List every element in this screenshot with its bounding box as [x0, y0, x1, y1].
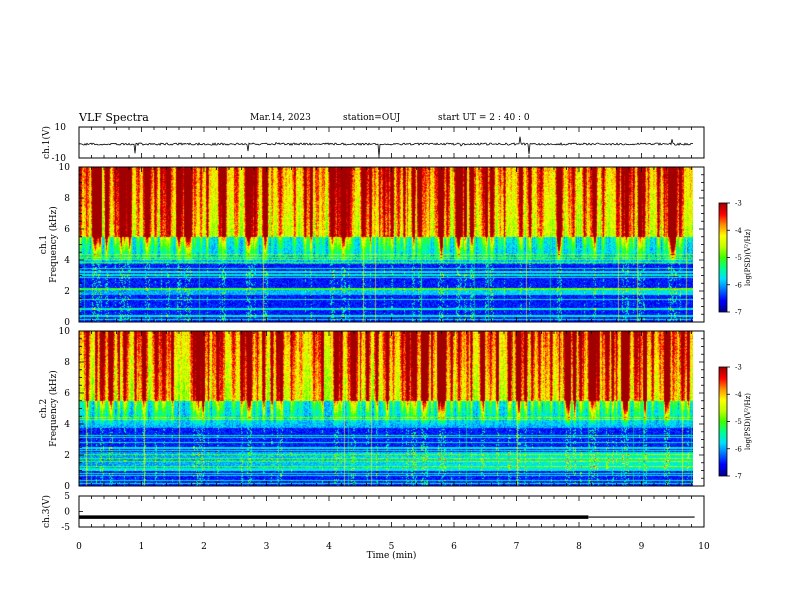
colorbar-tick-label: -7 [735, 309, 742, 317]
ch3-ytick-label: 5 [64, 492, 70, 502]
ch1-colorbar [719, 203, 727, 312]
ch3-ytick-label: 0 [64, 508, 70, 518]
ch2-spectrogram-image [79, 331, 693, 486]
colorbar-label: log(PSD)(V²/Hz) [744, 393, 752, 450]
colorbar-tick-label: -3 [735, 200, 742, 208]
chart-station: station=OUJ [343, 113, 401, 123]
colorbar-tick-label: -5 [735, 254, 742, 262]
spec1-ylabel-channel: ch.1 [39, 235, 49, 254]
spec1-ytick-label: 10 [59, 163, 71, 173]
spec2-ytick-label: 10 [59, 327, 71, 337]
colorbar-label: log(PSD)(V²/Hz) [744, 229, 752, 286]
x-axis-label: Time (min) [367, 550, 417, 561]
colorbar-tick-label: -4 [735, 391, 742, 399]
spec2-ytick-label: 8 [64, 358, 70, 368]
ch2-colorbar [719, 367, 727, 476]
ch1-ylabel: ch.1(V) [41, 126, 52, 159]
spec1-ytick-label: 6 [64, 225, 70, 235]
x-tick-label: 8 [576, 542, 582, 552]
chart-date: Mar.14, 2023 [250, 113, 311, 123]
chart-start-time: start UT = 2 : 40 : 0 [438, 113, 530, 123]
spec1-ytick-label: 8 [64, 194, 70, 204]
colorbar-tick-label: -6 [735, 445, 742, 453]
x-tick-label: 4 [326, 542, 332, 552]
ch1-waveform-line [78, 136, 694, 157]
spec1-ytick-label: 0 [64, 318, 70, 328]
x-tick-label: 6 [451, 542, 457, 552]
chart-title: VLF Spectra [79, 111, 149, 124]
x-tick-label: 3 [264, 542, 270, 552]
x-tick-label: 10 [698, 542, 710, 552]
spec2-ytick-label: 2 [64, 451, 70, 461]
x-tick-label: 5 [389, 542, 395, 552]
colorbar-tick-label: -7 [735, 473, 742, 481]
ch1-ytick-label: 10 [55, 123, 67, 133]
spec2-ytick-label: 0 [64, 482, 70, 492]
spec2-ytick-label: 6 [64, 389, 70, 399]
spec2-ytick-label: 4 [64, 420, 70, 430]
spec1-ytick-label: 4 [64, 256, 70, 266]
x-tick-label: 2 [201, 542, 207, 552]
ch1-ytick-label: -10 [52, 154, 67, 164]
ch3-ytick-label: -5 [61, 523, 70, 533]
colorbar-tick-label: -3 [735, 364, 742, 372]
ch1-spectrogram-image [79, 167, 693, 322]
spec1-ylabel-freq: Frequency (kHz) [48, 206, 59, 283]
x-tick-label: 0 [76, 542, 82, 552]
x-tick-label: 9 [639, 542, 645, 552]
x-tick-label: 7 [514, 542, 520, 552]
colorbar-tick-label: -6 [735, 281, 742, 289]
colorbar-tick-label: -4 [735, 227, 742, 235]
colorbar-tick-label: -5 [735, 418, 742, 426]
x-tick-label: 1 [139, 542, 145, 552]
ch3-ylabel: ch.3(V) [41, 495, 52, 528]
spec2-ylabel-channel: ch.2 [39, 399, 49, 418]
spec2-ylabel-freq: Frequency (kHz) [48, 370, 59, 447]
spec1-ytick-label: 2 [64, 287, 70, 297]
